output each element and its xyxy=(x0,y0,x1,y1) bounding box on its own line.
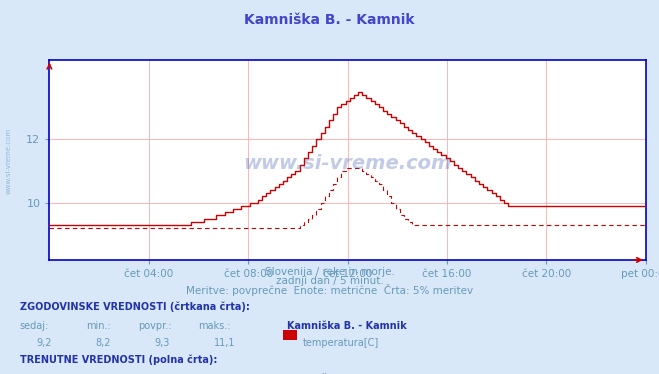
Text: 11,1: 11,1 xyxy=(214,338,236,349)
Text: temperatura[C]: temperatura[C] xyxy=(303,338,380,349)
Text: 9,3: 9,3 xyxy=(155,338,170,349)
Text: Meritve: povprečne  Enote: metrične  Črta: 5% meritev: Meritve: povprečne Enote: metrične Črta:… xyxy=(186,284,473,296)
Text: sedaj:: sedaj: xyxy=(20,321,49,331)
Text: 9,2: 9,2 xyxy=(36,338,52,349)
Text: povpr.:: povpr.: xyxy=(138,321,172,331)
Text: min.:: min.: xyxy=(86,321,111,331)
Text: maks.:: maks.: xyxy=(198,321,230,331)
Text: zadnji dan / 5 minut.: zadnji dan / 5 minut. xyxy=(275,276,384,286)
Text: 8,2: 8,2 xyxy=(96,338,111,349)
Text: TRENUTNE VREDNOSTI (polna črta):: TRENUTNE VREDNOSTI (polna črta): xyxy=(20,354,217,365)
Text: www.si-vreme.com: www.si-vreme.com xyxy=(5,128,11,194)
Text: www.si-vreme.com: www.si-vreme.com xyxy=(243,154,452,174)
Text: Kamniška B. - Kamnik: Kamniška B. - Kamnik xyxy=(287,321,407,331)
Text: Kamniška B. - Kamnik: Kamniška B. - Kamnik xyxy=(244,13,415,27)
Text: Slovenija / reke in morje.: Slovenija / reke in morje. xyxy=(264,267,395,278)
Text: ZGODOVINSKE VREDNOSTI (črtkana črta):: ZGODOVINSKE VREDNOSTI (črtkana črta): xyxy=(20,301,250,312)
